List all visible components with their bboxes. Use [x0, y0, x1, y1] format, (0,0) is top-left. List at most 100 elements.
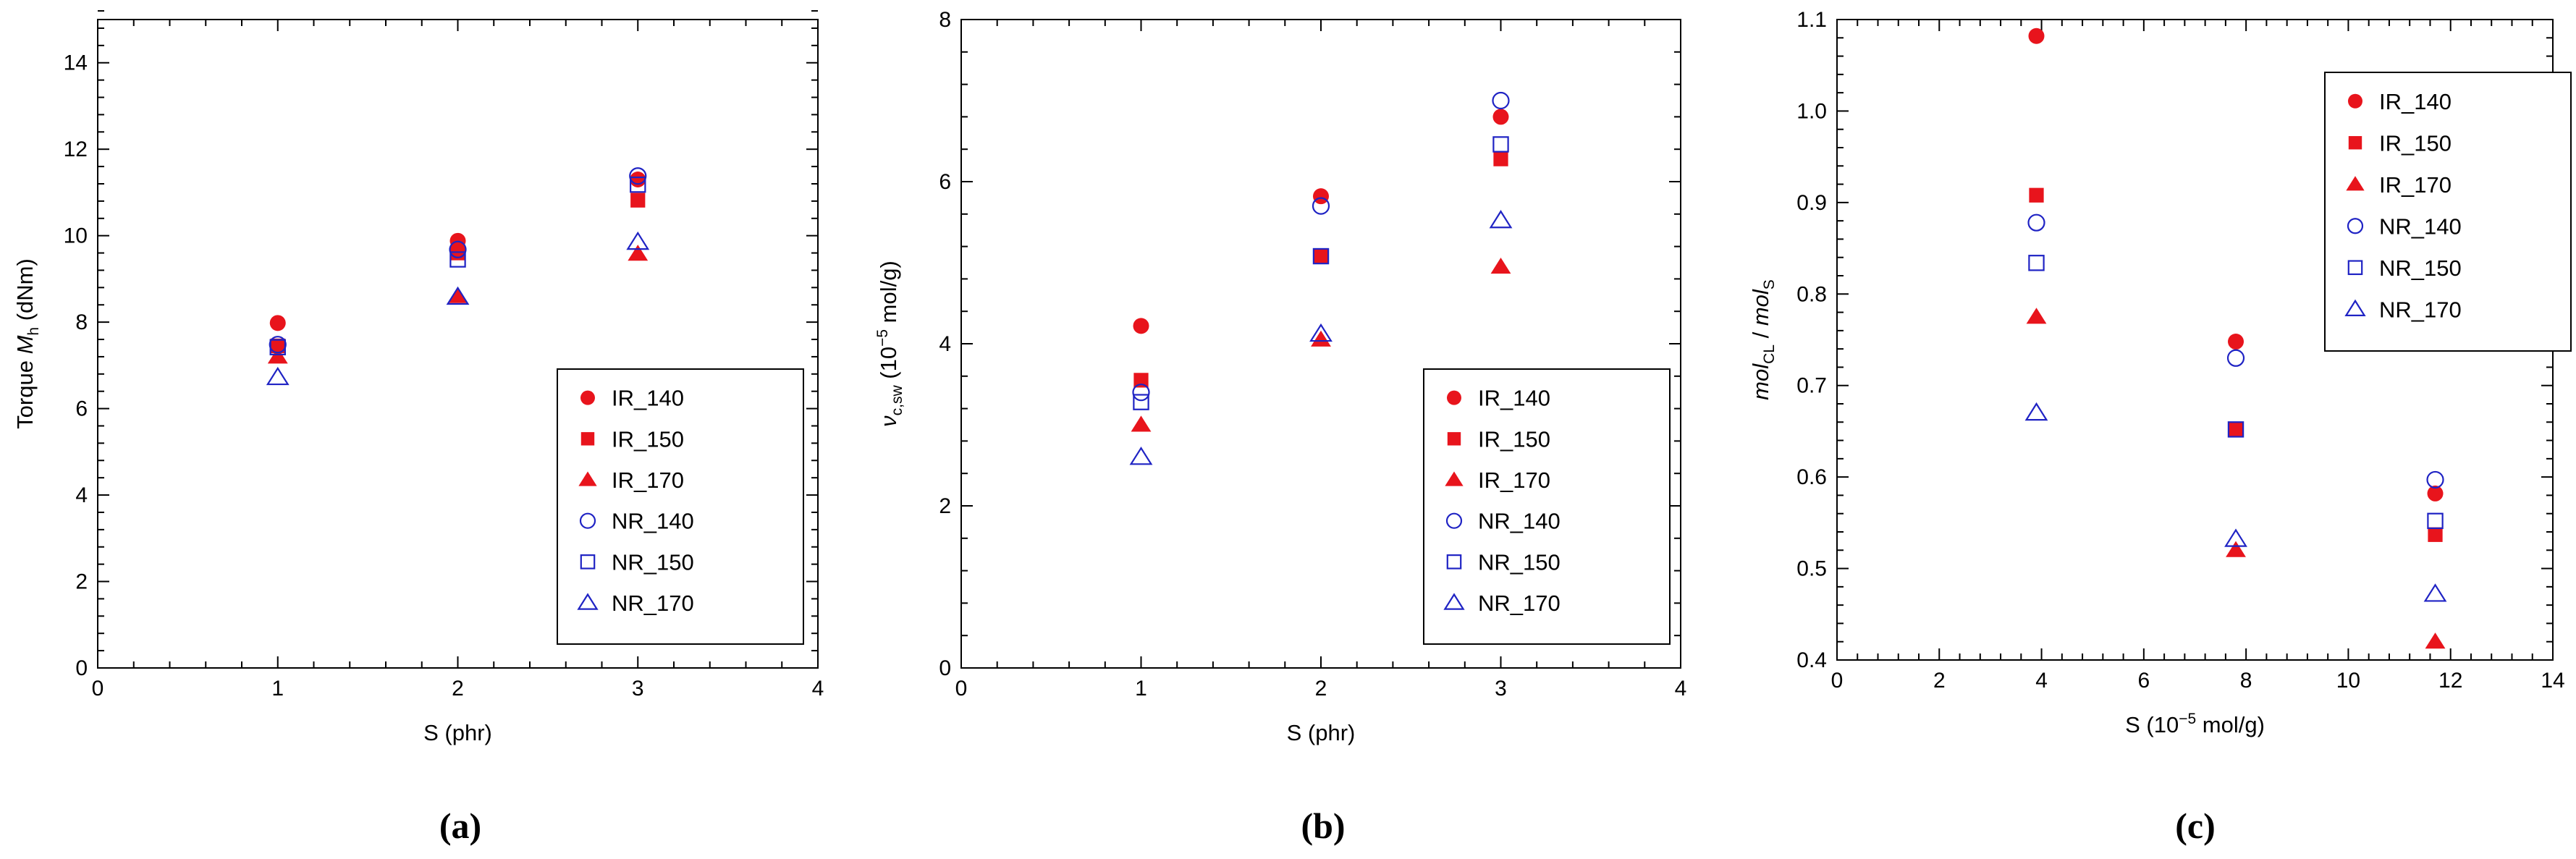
data-point [2423, 583, 2447, 602]
y-tick-label: 2 [939, 494, 951, 518]
data-point [630, 192, 646, 208]
legend-label: IR_170 [1478, 467, 1550, 493]
series-nr-150 [1133, 136, 1509, 410]
y-tick-label: 0 [939, 656, 951, 680]
series-nr-140 [2027, 213, 2444, 489]
data-point [1313, 248, 1329, 264]
series-ir-170 [1131, 257, 1511, 432]
y-tick-label: 0.7 [1796, 374, 1827, 398]
x-tick-label: 4 [2035, 669, 2048, 693]
data-point [2024, 402, 2048, 421]
x-tick-label: 0 [1831, 669, 1844, 693]
x-tick-label: 0 [92, 677, 104, 701]
data-point [446, 286, 470, 305]
x-tick-label: 6 [2138, 669, 2150, 693]
series-ir-170 [2026, 308, 2446, 649]
series-ir-150 [2029, 187, 2443, 542]
panel-label: (c) [2175, 805, 2216, 846]
data-point [626, 231, 650, 250]
data-point [2428, 527, 2443, 542]
x-tick-label: 8 [2240, 669, 2252, 693]
y-tick-label: 12 [64, 137, 88, 161]
legend-label: NR_150 [1478, 549, 1561, 575]
y-tick-label: 0.9 [1796, 191, 1827, 215]
data-point [2226, 349, 2245, 367]
data-point [270, 338, 285, 354]
data-point [1490, 257, 1511, 274]
data-point [2027, 213, 2045, 232]
y-axis-title: molCL / molS [1748, 279, 1778, 400]
data-point [1492, 109, 1509, 125]
data-point [2427, 512, 2444, 530]
legend-label: IR_140 [612, 386, 684, 411]
legend-marker [2344, 299, 2366, 316]
legend-marker [1443, 593, 1465, 610]
x-tick-label: 2 [1315, 677, 1327, 701]
legend-marker [1446, 554, 1462, 570]
x-tick-label: 1 [1135, 677, 1147, 701]
legend-label: NR_150 [2379, 255, 2462, 281]
legend-label: IR_170 [612, 467, 684, 493]
y-tick-label: 14 [64, 51, 88, 75]
data-point [2028, 27, 2045, 44]
legend-label: NR_140 [2379, 213, 2462, 239]
series-ir-140 [2028, 27, 2444, 502]
y-tick-label: 8 [939, 8, 951, 32]
data-point [2028, 255, 2045, 271]
legend-label: NR_170 [612, 591, 694, 616]
data-point [2427, 485, 2444, 502]
legend-marker [1447, 390, 1461, 405]
data-point [2226, 541, 2246, 557]
legend-label: NR_170 [1478, 591, 1561, 616]
x-tick-label: 3 [632, 677, 644, 701]
data-point [1131, 415, 1152, 432]
legend-label: IR_170 [2379, 172, 2452, 198]
x-axis-title: S (phr) [1287, 720, 1356, 745]
legend-marker [2346, 176, 2365, 191]
legend-label: NR_140 [1478, 509, 1561, 534]
y-tick-label: 4 [939, 332, 951, 356]
x-tick-label: 10 [2336, 669, 2360, 693]
data-point [2425, 632, 2446, 649]
data-point [1493, 151, 1508, 166]
data-point [1311, 330, 1331, 347]
legend-box [557, 368, 804, 645]
data-point [2026, 308, 2047, 324]
x-tick-label: 0 [955, 677, 968, 701]
legend-marker [579, 512, 596, 529]
legend-label: IR_150 [2379, 130, 2452, 156]
y-tick-label: 0.8 [1796, 282, 1827, 306]
data-point [267, 347, 288, 364]
y-tick-label: 6 [75, 397, 88, 421]
x-tick-label: 14 [2541, 669, 2564, 693]
series-nr-140 [1132, 91, 1510, 402]
y-tick-label: 0.5 [1796, 557, 1827, 581]
data-point [1133, 394, 1149, 410]
legend: IR_140 IR_150 IR_170 NR_140 NR_150 NR_170 [557, 368, 804, 645]
x-tick-label: 3 [1495, 677, 1507, 701]
legend-marker [1445, 512, 1463, 529]
data-point [1313, 188, 1329, 205]
data-point [1129, 447, 1153, 465]
legend-marker [580, 432, 595, 446]
series-nr-170 [266, 231, 650, 386]
panel-label: (a) [439, 805, 481, 846]
data-point [447, 287, 468, 303]
data-point [2224, 528, 2247, 547]
series-nr-170 [1129, 210, 1513, 465]
legend-marker [580, 554, 596, 570]
data-point [628, 245, 649, 261]
data-point [629, 167, 647, 185]
x-tick-label: 4 [812, 677, 824, 701]
legend-marker [2347, 260, 2363, 276]
y-tick-label: 6 [939, 170, 951, 194]
data-point [1492, 136, 1509, 153]
legend-box [1423, 368, 1671, 645]
legend-label: NR_170 [2379, 297, 2462, 322]
y-tick-label: 0.6 [1796, 465, 1827, 489]
legend-label: IR_140 [2379, 89, 2452, 114]
data-point [2227, 421, 2245, 438]
x-tick-label: 1 [271, 677, 284, 701]
data-point [2228, 334, 2245, 350]
